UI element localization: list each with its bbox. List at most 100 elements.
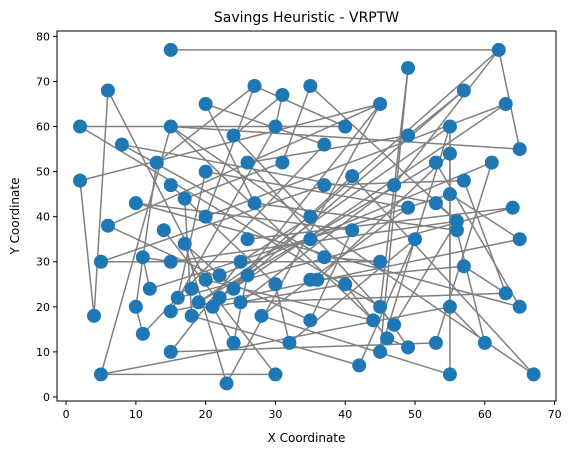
customer-point-75 xyxy=(129,300,143,314)
customer-point-55 xyxy=(94,255,108,269)
customer-point-74 xyxy=(234,295,248,309)
customer-point-68 xyxy=(338,277,352,291)
customer-point-26 xyxy=(485,156,499,170)
customer-point-31 xyxy=(164,178,178,192)
customer-point-88 xyxy=(380,331,394,345)
customer-point-84 xyxy=(366,313,380,327)
customer-point-5 xyxy=(101,83,115,97)
customer-point-24 xyxy=(275,156,289,170)
customer-point-67 xyxy=(227,282,241,296)
customer-point-57 xyxy=(234,255,248,269)
customer-point-33 xyxy=(387,178,401,192)
customer-point-80 xyxy=(164,304,178,318)
customer-point-16 xyxy=(227,129,241,143)
customer-point-71 xyxy=(171,291,185,305)
customer-point-101 xyxy=(220,376,234,390)
customer-point-44 xyxy=(101,219,115,233)
customer-point-0 xyxy=(164,43,178,57)
customer-point-61 xyxy=(241,268,255,282)
customer-point-85 xyxy=(303,313,317,327)
customer-point-2 xyxy=(401,61,415,75)
customer-point-66 xyxy=(185,282,199,296)
x-tick-label: 30 xyxy=(268,408,282,421)
customer-point-99 xyxy=(443,367,457,381)
customer-point-17 xyxy=(401,129,415,143)
customer-point-78 xyxy=(443,300,457,314)
customer-point-8 xyxy=(199,97,213,111)
y-axis-label: Y Coordinate xyxy=(8,178,22,256)
customer-point-11 xyxy=(73,120,87,134)
customer-point-94 xyxy=(373,345,387,359)
y-tick-label: 30 xyxy=(36,256,50,269)
customer-point-34 xyxy=(443,187,457,201)
customer-point-40 xyxy=(506,201,520,215)
customer-point-83 xyxy=(254,309,268,323)
customer-point-100 xyxy=(527,367,541,381)
chart-title: Savings Heuristic - VRPTW xyxy=(214,10,399,26)
customer-point-41 xyxy=(199,210,213,224)
customer-point-13 xyxy=(268,120,282,134)
customer-point-48 xyxy=(408,232,422,246)
customer-point-77 xyxy=(373,300,387,314)
customer-point-38 xyxy=(401,201,415,215)
customer-point-91 xyxy=(429,336,443,350)
customer-point-51 xyxy=(513,232,527,246)
customer-point-93 xyxy=(164,345,178,359)
customer-point-73 xyxy=(192,295,206,309)
customer-point-28 xyxy=(345,169,359,183)
customer-point-6 xyxy=(457,83,471,97)
customer-point-56 xyxy=(164,255,178,269)
customer-point-47 xyxy=(450,223,464,237)
x-tick-label: 40 xyxy=(338,408,352,421)
x-axis-label: X Coordinate xyxy=(268,431,346,445)
customer-point-59 xyxy=(457,259,471,273)
customer-point-52 xyxy=(178,237,192,251)
customer-point-7 xyxy=(275,88,289,102)
x-tick-label: 50 xyxy=(408,408,422,421)
y-tick-label: 10 xyxy=(36,346,50,359)
customer-point-92 xyxy=(478,336,492,350)
customer-point-4 xyxy=(303,79,317,93)
customer-point-35 xyxy=(178,192,192,206)
customer-point-12 xyxy=(164,120,178,134)
customer-point-42 xyxy=(303,210,317,224)
customer-point-46 xyxy=(345,223,359,237)
customer-point-22 xyxy=(150,156,164,170)
customer-point-23 xyxy=(241,156,255,170)
customer-point-97 xyxy=(94,367,108,381)
customer-point-62 xyxy=(199,273,213,287)
customer-point-50 xyxy=(303,232,317,246)
customer-point-98 xyxy=(268,367,282,381)
customer-point-90 xyxy=(227,336,241,350)
customer-point-29 xyxy=(73,174,87,188)
customer-point-3 xyxy=(248,79,262,93)
x-tick-label: 0 xyxy=(63,408,70,421)
x-tick-label: 60 xyxy=(478,408,492,421)
customer-point-76 xyxy=(206,300,220,314)
customer-point-10 xyxy=(499,97,513,111)
y-tick-label: 40 xyxy=(36,211,50,224)
customer-point-20 xyxy=(513,142,527,156)
customer-point-70 xyxy=(499,286,513,300)
customer-point-53 xyxy=(136,250,150,264)
customer-point-89 xyxy=(282,336,296,350)
y-tick-label: 20 xyxy=(36,301,50,314)
customer-point-64 xyxy=(303,273,317,287)
customer-point-15 xyxy=(443,120,457,134)
customer-point-32 xyxy=(317,178,331,192)
customer-point-45 xyxy=(157,223,171,237)
customer-point-30 xyxy=(457,174,471,188)
customer-point-65 xyxy=(143,282,157,296)
customer-point-21 xyxy=(443,147,457,161)
y-tick-label: 0 xyxy=(43,391,50,404)
customer-point-1 xyxy=(492,43,506,57)
customer-point-25 xyxy=(429,156,443,170)
customer-point-36 xyxy=(248,196,262,210)
y-tick-label: 80 xyxy=(36,30,50,43)
customer-point-96 xyxy=(352,358,366,372)
customer-point-82 xyxy=(185,309,199,323)
customer-point-9 xyxy=(373,97,387,111)
customer-point-63 xyxy=(213,268,227,282)
customer-point-81 xyxy=(87,309,101,323)
